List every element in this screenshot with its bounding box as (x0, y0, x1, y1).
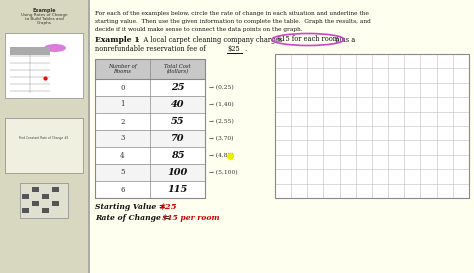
Text: $25: $25 (160, 203, 178, 211)
Bar (0, 0, 88, 273)
Text: 0: 0 (120, 84, 125, 91)
Text: 25: 25 (171, 83, 184, 92)
Bar (95, 130, 205, 147)
Bar (95, 113, 205, 130)
Bar (88, 0, 90, 273)
Text: 3: 3 (120, 135, 125, 143)
Text: starting value.  Then use the given information to complete the table.  Graph th: starting value. Then use the given infor… (95, 19, 371, 24)
Bar (32, 187, 39, 192)
Text: Example 1: Example 1 (95, 36, 140, 44)
Bar (275, 54, 469, 198)
Bar (32, 201, 39, 206)
Bar (22, 208, 29, 213)
Text: → (3,70): → (3,70) (209, 136, 234, 141)
Bar (52, 187, 59, 192)
Text: 40: 40 (171, 100, 184, 109)
Text: Find Constant Rate of Change #1: Find Constant Rate of Change #1 (19, 136, 69, 140)
Text: :  A local carpet cleaning company charges: : A local carpet cleaning company charge… (137, 36, 283, 44)
Bar (95, 79, 205, 96)
Bar (95, 96, 205, 113)
Text: decide if it would make sense to connect the data points on the graph.: decide if it would make sense to connect… (95, 27, 302, 32)
Text: $25: $25 (227, 45, 240, 53)
Text: 55: 55 (171, 117, 184, 126)
Text: Starting Value =: Starting Value = (95, 203, 168, 211)
Text: $15 for each room: $15 for each room (277, 35, 339, 43)
Text: 85: 85 (171, 151, 184, 160)
Bar (95, 59, 205, 198)
Bar (20, 183, 68, 218)
Text: Total Cost
(dollars): Total Cost (dollars) (164, 64, 191, 75)
Bar (5, 118, 83, 173)
Text: nonrefundable reservation fee of: nonrefundable reservation fee of (95, 45, 208, 53)
Bar (42, 208, 49, 213)
Text: .: . (244, 45, 246, 53)
Text: Using Rates of Change: Using Rates of Change (21, 13, 67, 17)
Text: Rate of Change =: Rate of Change = (95, 214, 173, 222)
Text: 5: 5 (120, 168, 125, 177)
Bar (5, 33, 83, 98)
Text: 1: 1 (120, 100, 125, 108)
Bar (95, 181, 205, 198)
Bar (22, 194, 29, 199)
Text: For each of the examples below, circle the rate of change in each situation and : For each of the examples below, circle t… (95, 11, 369, 16)
Text: Number of
Rooms: Number of Rooms (108, 64, 137, 75)
Text: 100: 100 (167, 168, 188, 177)
Text: 115: 115 (167, 185, 188, 194)
Bar (95, 164, 205, 181)
Text: → (0,25): → (0,25) (209, 85, 234, 90)
Text: 70: 70 (171, 134, 184, 143)
Bar (95, 147, 205, 164)
Text: → (5,100): → (5,100) (209, 170, 237, 175)
Text: $15 per room: $15 per room (162, 214, 219, 222)
Text: Graphs: Graphs (36, 21, 52, 25)
Text: 4: 4 (120, 152, 125, 159)
Bar (275, 54, 469, 198)
Bar (10, 47, 50, 55)
Text: Example: Example (32, 8, 56, 13)
Bar (42, 194, 49, 199)
Text: → (1,40): → (1,40) (209, 102, 234, 107)
Text: to Build Tables and: to Build Tables and (25, 17, 64, 21)
Ellipse shape (44, 44, 66, 52)
Text: 6: 6 (120, 185, 125, 194)
Text: 2: 2 (120, 117, 125, 126)
Bar (95, 59, 205, 79)
Text: → (2,55): → (2,55) (209, 119, 234, 124)
Text: → (4,85): → (4,85) (209, 153, 234, 158)
Bar (52, 201, 59, 206)
Text: plus a: plus a (333, 36, 355, 44)
